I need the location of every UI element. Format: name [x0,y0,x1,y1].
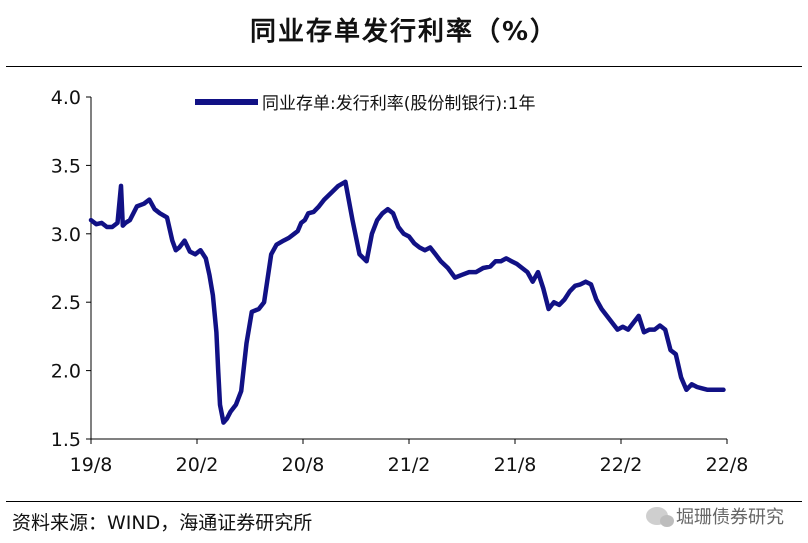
x-tick-label: 21/2 [388,454,431,476]
x-tick-label: 22/8 [706,454,749,476]
x-tick-label: 22/2 [600,454,643,476]
x-tick-label: 20/2 [176,454,219,476]
line-chart: 4.0 3.5 3.0 2.5 2.0 1.5 19/8 20/2 20/8 21/2 21/8 22… [51,87,749,476]
y-tick-label: 3.0 [51,224,81,246]
x-tick-label: 20/8 [282,454,325,476]
bottom-rule [6,501,802,502]
y-tick-label: 4.0 [51,87,81,109]
x-tick-label: 19/8 [70,454,113,476]
chat-bubble-icon [646,507,674,527]
y-tick-label: 2.0 [51,361,81,383]
chart-title: 同业存单发行利率（%） [249,17,559,47]
chart-series [88,179,726,425]
watermark: 堀珊债券研究 [646,503,784,529]
chart-ticks: 4.0 3.5 3.0 2.5 2.0 1.5 19/8 20/2 20/8 21/2 21/8 22… [51,87,749,476]
y-tick-label: 2.5 [51,292,81,314]
chart-legend: 同业存单:发行利率(股份制银行):1年 [195,94,536,114]
x-tick-label: 21/8 [494,454,537,476]
y-tick-label: 3.5 [51,155,81,177]
watermark-text: 堀珊债券研究 [676,507,784,528]
top-rule [6,66,802,67]
y-tick-label: 1.5 [51,429,81,451]
chart-axes [90,97,727,440]
legend-label: 同业存单:发行利率(股份制银行):1年 [262,94,536,114]
series-line [88,179,726,425]
source-note: 资料来源：WIND，海通证券研究所 [12,512,313,534]
